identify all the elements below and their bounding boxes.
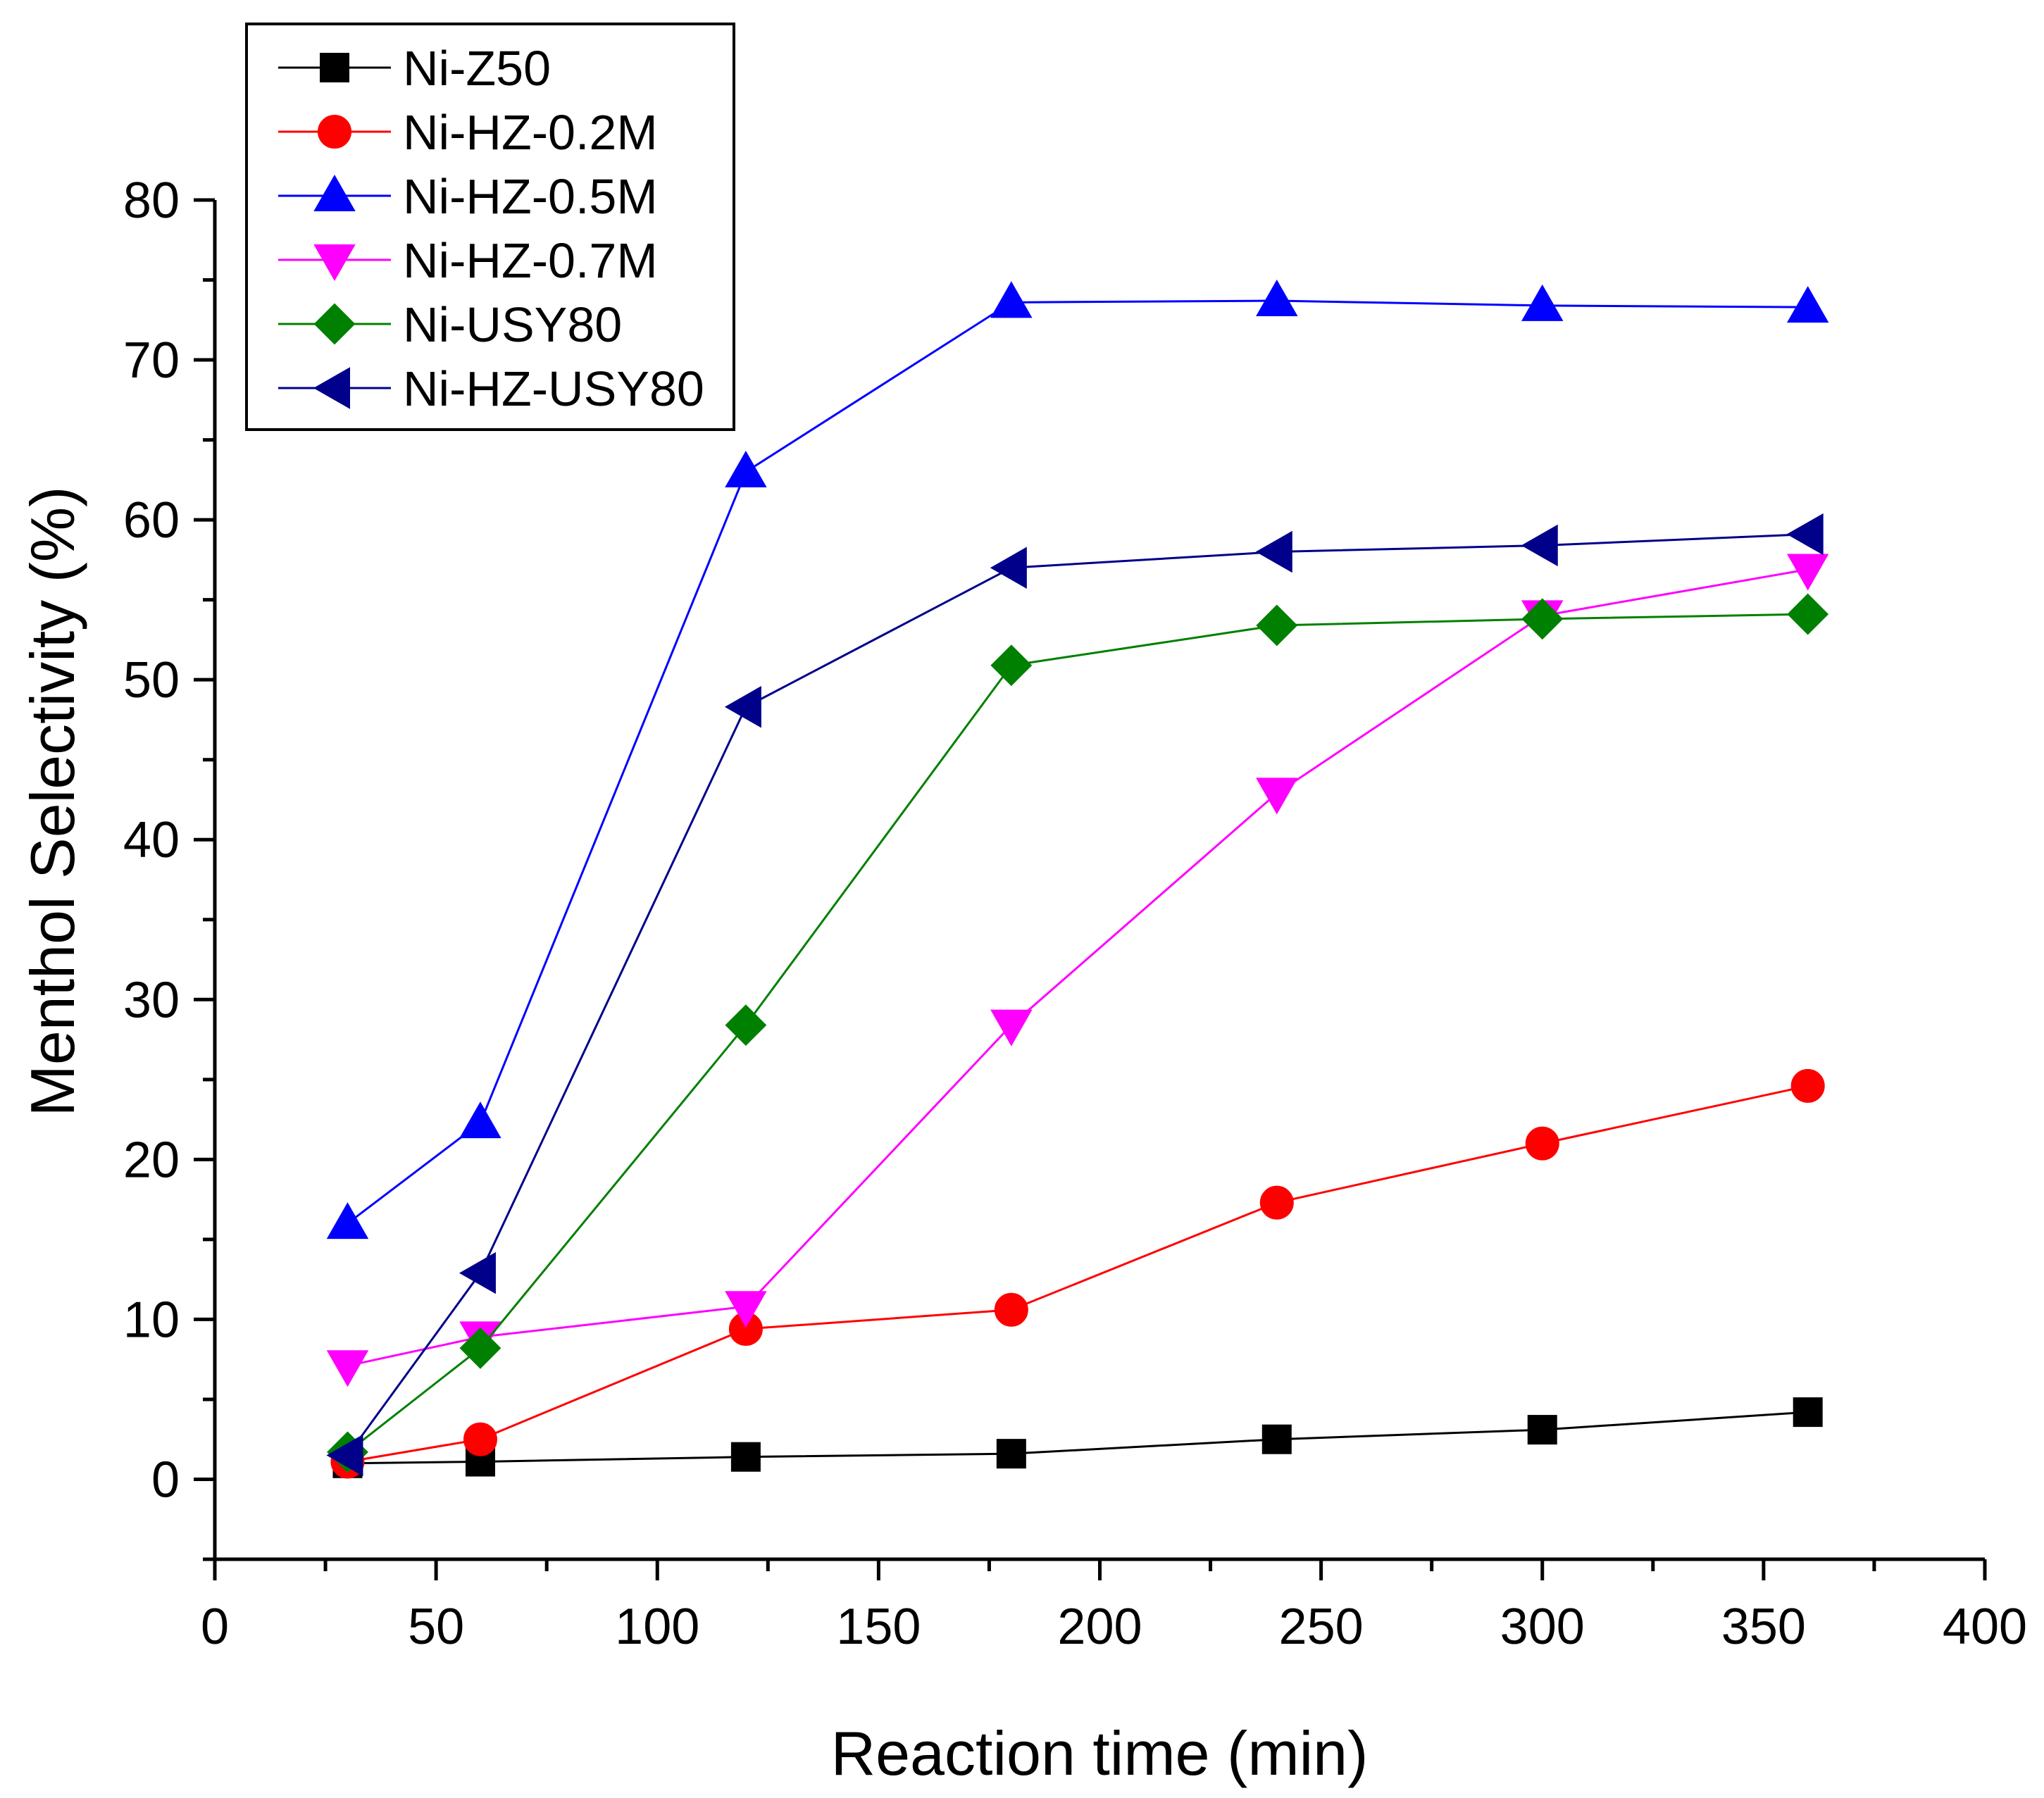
legend-item: Ni-HZ-0.2M	[278, 105, 658, 160]
data-point	[326, 1202, 369, 1240]
legend-label: Ni-HZ-USY80	[403, 361, 704, 416]
legend-label: Ni-HZ-0.7M	[403, 233, 658, 288]
data-point	[725, 450, 767, 487]
series-Ni-HZ-USY80	[326, 513, 1824, 1477]
y-tick-label: 40	[123, 812, 180, 868]
data-point	[990, 547, 1027, 589]
data-point	[326, 1350, 369, 1387]
legend-label: Ni-Z50	[403, 41, 551, 96]
y-axis-label: Menthol Selectivity (%)	[18, 487, 87, 1117]
y-tick-label: 30	[123, 972, 180, 1028]
data-point	[990, 281, 1033, 318]
data-point	[1521, 284, 1564, 321]
legend-item: Ni-HZ-0.5M	[278, 169, 658, 224]
data-point	[1527, 1415, 1557, 1445]
data-point	[1793, 1397, 1823, 1428]
data-point	[326, 1434, 363, 1477]
legend-label: Ni-USY80	[403, 297, 622, 352]
x-tick-label: 400	[1943, 1599, 2027, 1655]
data-point	[996, 1439, 1026, 1469]
legend-label: Ni-HZ-0.5M	[403, 169, 658, 224]
legend-item: Ni-Z50	[278, 41, 551, 96]
data-point	[725, 1291, 767, 1328]
data-point	[1786, 286, 1829, 323]
y-tick-label: 10	[123, 1292, 180, 1348]
legend-marker	[318, 115, 351, 149]
x-tick-label: 200	[1057, 1599, 1142, 1655]
data-point	[463, 1422, 497, 1456]
legend-marker	[313, 303, 356, 345]
y-tick-label: 70	[123, 332, 180, 389]
data-point	[994, 1292, 1028, 1327]
data-point	[990, 644, 1033, 687]
data-point	[1521, 598, 1564, 640]
data-point	[459, 1101, 501, 1139]
data-point	[1256, 778, 1298, 815]
legend-marker	[313, 244, 356, 282]
y-tick-label: 0	[151, 1451, 180, 1508]
y-tick-label: 20	[123, 1132, 180, 1188]
data-point	[459, 1327, 501, 1369]
data-point	[1521, 524, 1558, 567]
legend-item: Ni-HZ-USY80	[278, 361, 704, 416]
legend-box	[245, 23, 735, 431]
data-point	[724, 686, 761, 728]
y-tick-label: 80	[123, 173, 180, 229]
data-point	[990, 1009, 1033, 1047]
legend-item: Ni-HZ-0.7M	[278, 233, 658, 288]
x-tick-label: 100	[615, 1599, 699, 1655]
x-tick-label: 350	[1721, 1599, 1806, 1655]
x-axis-label: Reaction time (min)	[831, 1718, 1369, 1788]
series-Ni-HZ-0.2M	[330, 1068, 1825, 1479]
data-point	[1256, 280, 1298, 317]
x-tick-label: 50	[408, 1599, 464, 1655]
data-point	[1790, 1068, 1825, 1103]
data-point	[1525, 1126, 1559, 1161]
legend-label: Ni-HZ-0.2M	[403, 105, 658, 160]
y-tick-label: 60	[123, 492, 180, 549]
data-point	[725, 1004, 767, 1047]
data-point	[730, 1442, 761, 1472]
y-tick-label: 50	[123, 652, 180, 708]
legend-marker	[313, 367, 350, 409]
series-Ni-USY80	[327, 593, 1829, 1473]
data-point	[1256, 604, 1298, 647]
legend-marker	[320, 53, 349, 82]
data-point	[1261, 1424, 1292, 1454]
legend-item: Ni-USY80	[278, 297, 622, 352]
x-tick-label: 250	[1279, 1599, 1364, 1655]
axes: 0 50 100 150 200 250 300 350 400 0 10 20 30 40 50 60 70 8…	[123, 173, 2027, 1655]
series-Ni-HZ-0.5M	[326, 280, 1829, 1240]
data-point	[1786, 554, 1829, 591]
data-point	[1787, 593, 1829, 635]
x-tick-label: 300	[1500, 1599, 1585, 1655]
data-point	[1255, 530, 1292, 573]
data-point	[1786, 513, 1824, 556]
legend: Ni-Z50 Ni-HZ-0.2M Ni-HZ-0.5M Ni-HZ-0.7M Ni-U…	[245, 23, 735, 431]
x-tick-label: 0	[201, 1599, 229, 1655]
x-tick-label: 150	[836, 1599, 921, 1655]
legend-marker	[313, 174, 356, 211]
series-layer	[326, 280, 1829, 1479]
data-point	[1259, 1185, 1294, 1220]
data-point	[459, 1251, 496, 1294]
